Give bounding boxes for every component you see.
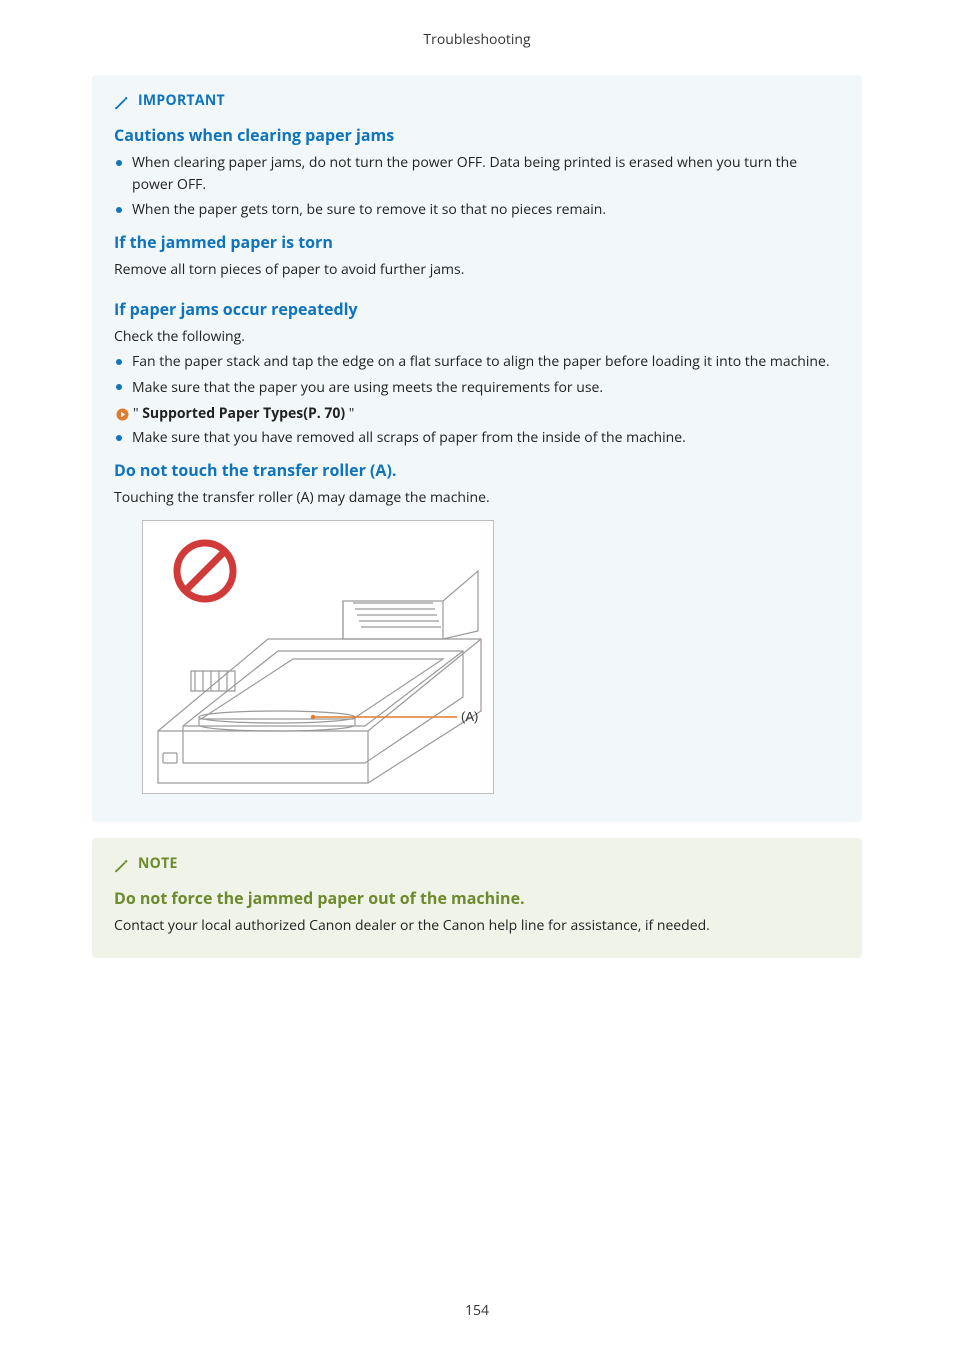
prohibition-icon — [177, 543, 233, 599]
note-callout: NOTE Do not force the jammed paper out o… — [92, 838, 862, 958]
important-callout: IMPORTANT Cautions when clearing paper j… — [92, 75, 862, 822]
list-item: Make sure that you have removed all scra… — [114, 427, 840, 449]
diagram-container: (A) — [142, 520, 840, 794]
play-icon — [116, 407, 129, 420]
bullet-list: Fan the paper stack and tap the edge on … — [114, 351, 840, 398]
section-title: Cautions when clearing paper jams — [114, 124, 840, 146]
body-text: Contact your local authorized Canon deal… — [114, 915, 840, 936]
list-item: Fan the paper stack and tap the edge on … — [114, 351, 840, 373]
note-label-row: NOTE — [114, 854, 840, 873]
note-label: NOTE — [138, 854, 178, 873]
section-title: If paper jams occur repeatedly — [114, 298, 840, 320]
transfer-roller-diagram: (A) — [142, 520, 494, 794]
cross-reference-link[interactable]: " Supported Paper Types(P. 70) " — [114, 404, 840, 423]
section-title: Do not force the jammed paper out of the… — [114, 887, 840, 909]
page-number: 154 — [0, 1301, 954, 1320]
page-root: Troubleshooting IMPORTANT Cautions when … — [0, 0, 954, 1350]
important-label: IMPORTANT — [138, 91, 225, 110]
bullet-list: When clearing paper jams, do not turn th… — [114, 152, 840, 221]
pencil-icon — [114, 93, 130, 109]
section-title: Do not touch the transfer roller (A). — [114, 459, 840, 481]
diagram-label: (A) — [461, 709, 478, 724]
page-header: Troubleshooting — [92, 30, 862, 49]
list-item: When the paper gets torn, be sure to rem… — [114, 199, 840, 221]
body-text: Remove all torn pieces of paper to avoid… — [114, 259, 840, 280]
link-suffix: " — [345, 404, 354, 423]
list-item: Make sure that the paper you are using m… — [114, 377, 840, 399]
section-title: If the jammed paper is torn — [114, 231, 840, 253]
important-label-row: IMPORTANT — [114, 91, 840, 110]
body-text: Check the following. — [114, 326, 840, 347]
link-text: " Supported Paper Types(P. 70) " — [133, 404, 354, 423]
body-text: Touching the transfer roller (A) may dam… — [114, 487, 840, 508]
link-bold: Supported Paper Types(P. 70) — [142, 404, 345, 423]
bullet-list: Make sure that you have removed all scra… — [114, 427, 840, 449]
list-item: When clearing paper jams, do not turn th… — [114, 152, 840, 195]
link-prefix: " — [133, 404, 142, 423]
pencil-icon — [114, 856, 130, 872]
